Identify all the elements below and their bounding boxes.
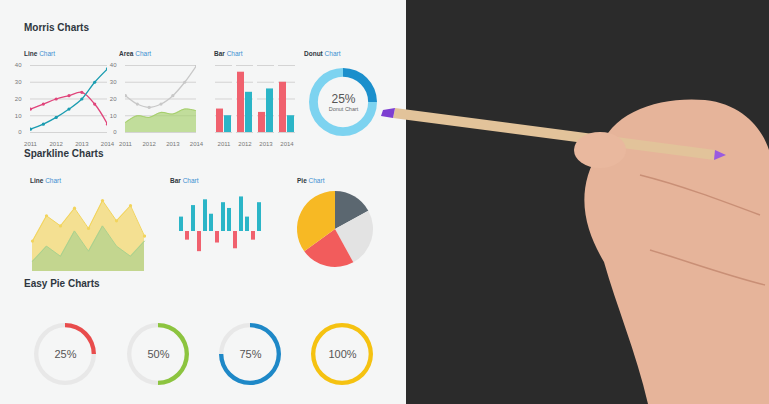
svg-text:25%: 25% — [54, 348, 76, 360]
svg-text:2014: 2014 — [280, 141, 294, 147]
svg-text:20: 20 — [110, 96, 117, 102]
html-text:Bar Chart: Bar Chart — [170, 177, 199, 184]
html-text:Line Chart: Line Chart — [24, 50, 56, 57]
svg-text:Donut Chart: Donut Chart — [329, 106, 359, 112]
html-text:Morris Charts: Morris Charts — [24, 22, 89, 33]
svg-text:10: 10 — [15, 113, 22, 119]
html-text:Area Chart: Area Chart — [119, 50, 152, 57]
svg-text:2011: 2011 — [24, 141, 38, 147]
svg-text:50%: 50% — [147, 348, 169, 360]
svg-text:2013: 2013 — [75, 141, 89, 147]
svg-text:2012: 2012 — [238, 141, 252, 147]
html-text:Donut Chart: Donut Chart — [304, 50, 341, 57]
svg-text:2013: 2013 — [259, 141, 273, 147]
svg-text:2014: 2014 — [190, 141, 204, 147]
svg-text:2012: 2012 — [142, 141, 156, 147]
svg-text:75%: 75% — [239, 348, 261, 360]
svg-text:2011: 2011 — [119, 141, 133, 147]
svg-text:0: 0 — [18, 129, 22, 135]
svg-text:2014: 2014 — [101, 141, 115, 147]
svg-text:10: 10 — [110, 113, 117, 119]
svg-text:30: 30 — [15, 79, 22, 85]
svg-text:2013: 2013 — [166, 141, 180, 147]
svg-text:100%: 100% — [328, 348, 356, 360]
html-text:Pie Chart: Pie Chart — [297, 177, 325, 184]
html-text:Bar Chart: Bar Chart — [214, 50, 243, 57]
svg-text:2011: 2011 — [218, 141, 232, 147]
svg-text:0: 0 — [113, 129, 117, 135]
svg-text:25%: 25% — [331, 92, 355, 106]
svg-text:2012: 2012 — [49, 141, 63, 147]
svg-text:30: 30 — [110, 79, 117, 85]
html-text:Line Chart: Line Chart — [30, 177, 62, 184]
svg-text:40: 40 — [15, 62, 22, 68]
svg-text:20: 20 — [15, 96, 22, 102]
html-text:Sparkline Charts: Sparkline Charts — [24, 148, 104, 159]
html-text:Easy Pie Charts: Easy Pie Charts — [24, 278, 100, 289]
svg-text:40: 40 — [110, 62, 117, 68]
